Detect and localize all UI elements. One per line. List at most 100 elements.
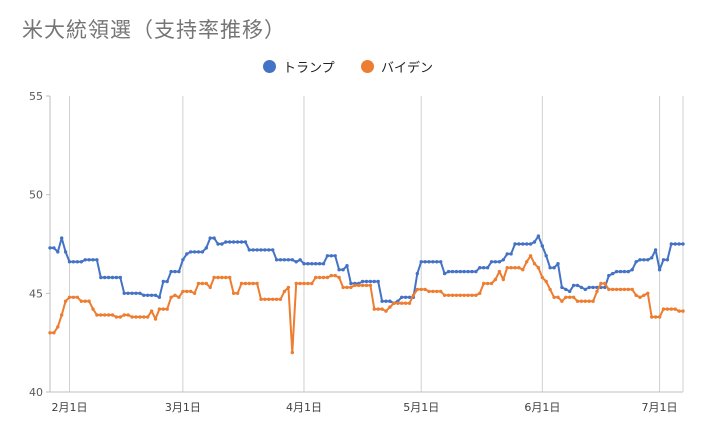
data-point-biden (224, 275, 228, 280)
data-point-biden (497, 269, 502, 274)
x-tick-label: 2月1日 (52, 401, 88, 414)
data-point-trump (161, 279, 165, 284)
data-point-trump (263, 248, 267, 252)
data-point-trump (95, 258, 99, 262)
data-point-biden (458, 293, 462, 297)
legend-marker-trump (263, 59, 276, 73)
data-point-biden (251, 281, 255, 286)
data-point-trump (427, 260, 431, 264)
data-point-trump (228, 240, 232, 244)
data-point-biden (505, 266, 509, 270)
data-point-trump (532, 240, 537, 244)
data-point-trump (568, 289, 572, 294)
data-point-trump (208, 236, 212, 240)
data-point-trump (681, 242, 685, 246)
data-point-biden (603, 281, 607, 286)
data-point-trump (345, 264, 349, 268)
data-point-biden (310, 281, 314, 286)
data-point-biden (63, 299, 68, 303)
data-point-biden (388, 305, 392, 309)
data-point-biden (185, 289, 189, 294)
data-point-biden (439, 289, 443, 294)
data-point-biden (259, 297, 263, 301)
data-point-trump (130, 291, 134, 295)
data-point-trump (169, 269, 173, 274)
data-point-biden (255, 281, 259, 286)
data-point-trump (329, 254, 333, 258)
data-point-trump (419, 260, 423, 264)
data-point-biden (532, 262, 537, 266)
data-point-trump (439, 260, 443, 264)
data-point-biden (415, 287, 419, 292)
data-point-trump (114, 275, 119, 280)
data-point-biden (231, 291, 236, 295)
data-point-trump (517, 242, 521, 246)
data-point-biden (153, 317, 158, 321)
data-point-biden (134, 315, 138, 319)
legend-label-trump: トランプ (283, 60, 335, 76)
data-point-trump (259, 248, 263, 252)
data-point-biden (325, 275, 330, 280)
series-line-biden (50, 254, 683, 354)
data-point-trump (302, 262, 306, 266)
data-point-trump (564, 287, 568, 292)
data-point-biden (321, 275, 326, 280)
data-point-biden (235, 291, 240, 295)
data-point-trump (661, 258, 666, 262)
data-point-trump (177, 269, 181, 274)
data-point-trump (91, 258, 95, 262)
legend: トランプ バイデン (0, 55, 704, 77)
data-point-trump (462, 269, 466, 274)
data-point-trump (482, 266, 486, 270)
data-point-trump (173, 269, 177, 274)
data-point-biden (646, 291, 650, 295)
data-point-trump (544, 254, 548, 258)
data-point-trump (587, 285, 591, 290)
data-point-biden (177, 295, 181, 299)
data-point-biden (653, 315, 658, 319)
data-point-trump (454, 269, 459, 274)
data-point-trump (333, 254, 337, 258)
data-point-trump (298, 258, 302, 262)
data-point-trump (513, 242, 517, 246)
data-point-trump (560, 285, 564, 290)
data-point-trump (138, 291, 142, 295)
data-point-trump (337, 268, 341, 272)
data-point-trump (185, 252, 189, 256)
legend-item-trump: トランプ (263, 55, 335, 77)
data-point-biden (614, 287, 619, 292)
data-point-biden (71, 295, 76, 299)
data-point-trump (638, 258, 642, 262)
data-point-trump (134, 291, 138, 295)
data-point-biden (427, 289, 431, 294)
data-point-biden (564, 295, 568, 299)
data-point-trump (450, 269, 455, 274)
data-point-trump (630, 268, 634, 272)
data-point-trump (220, 242, 224, 246)
data-point-biden (349, 285, 353, 290)
data-point-trump (364, 279, 369, 284)
data-point-biden (403, 301, 408, 305)
data-point-biden (611, 287, 615, 292)
data-point-biden (239, 281, 244, 286)
data-point-biden (396, 301, 400, 305)
data-point-trump (548, 266, 552, 270)
data-point-biden (200, 281, 205, 286)
data-point-trump (325, 254, 330, 258)
data-point-trump (521, 242, 525, 246)
data-point-biden (384, 309, 388, 313)
data-point-biden (626, 287, 630, 292)
data-point-trump (231, 240, 236, 244)
data-point-trump (274, 258, 279, 262)
data-point-biden (630, 287, 634, 292)
data-point-biden (435, 289, 439, 294)
data-point-biden (368, 283, 373, 288)
data-point-trump (591, 285, 595, 290)
data-point-biden (411, 293, 416, 297)
data-point-biden (642, 293, 646, 297)
data-point-biden (294, 281, 298, 286)
data-point-trump (196, 250, 201, 254)
chart-title: 米大統領選（支持率推移） (22, 18, 286, 42)
data-point-biden (575, 299, 580, 303)
